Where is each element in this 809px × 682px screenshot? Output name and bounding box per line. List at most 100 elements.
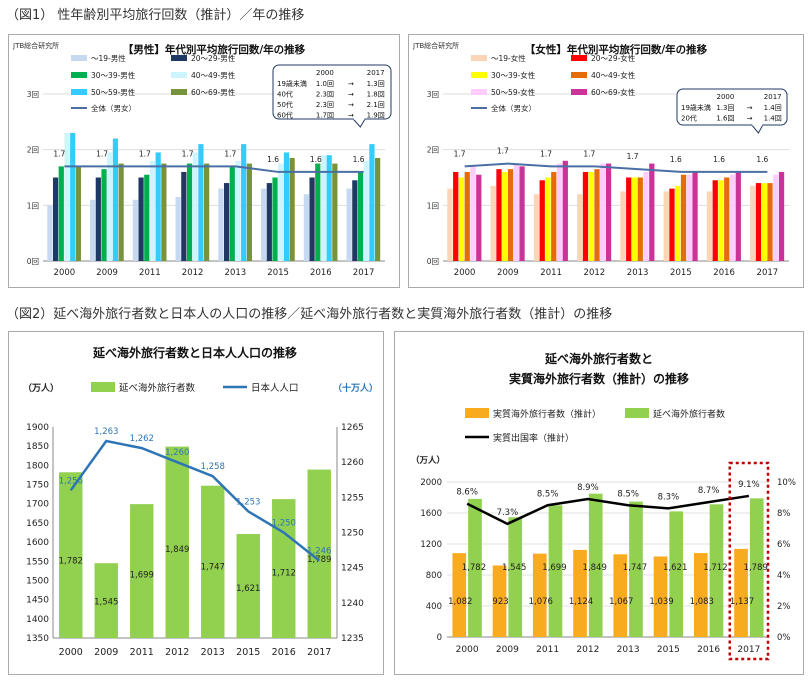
callout-cell: → [348, 80, 354, 88]
bar [64, 132, 70, 261]
bar [669, 188, 675, 261]
legend-label: 全体（男女） [91, 103, 136, 113]
callout-cell: 1.4回 [764, 115, 782, 123]
bar [562, 160, 568, 261]
line-data-label: 1.6 [310, 155, 322, 164]
source-label: JTB総合研究所 [412, 41, 459, 50]
x-tick-label: 2011 [540, 268, 562, 278]
bar [458, 177, 465, 261]
bar [112, 138, 119, 261]
x-tick-label: 2015 [236, 647, 260, 658]
bar-data-label: 1,545 [502, 563, 526, 573]
bar [749, 498, 764, 637]
bar [620, 191, 626, 261]
bar [52, 177, 59, 261]
x-tick-label: 2016 [713, 268, 735, 278]
bar [582, 171, 589, 261]
line-data-label: 9.1% [738, 480, 760, 490]
callout-header: 2000 [316, 69, 334, 77]
bar [675, 185, 681, 261]
bar [326, 155, 332, 261]
x-tick-label: 2011 [130, 647, 154, 658]
bar [95, 177, 101, 261]
legend-label: 延べ海外旅行者数 [119, 382, 196, 394]
y-tick-label-right: 10% [777, 478, 796, 488]
bar-data-label: 1,849 [583, 563, 607, 573]
bar [556, 163, 563, 261]
bar [363, 160, 369, 261]
line-data-label: 8.3% [658, 492, 680, 502]
y-tick-label-right: 6% [777, 540, 791, 550]
y-tick-label-left: 1600 [420, 509, 442, 519]
bar [186, 163, 193, 261]
bar [246, 163, 252, 261]
legend-label: 40～49-女性 [591, 70, 636, 80]
x-tick-label: 2016 [310, 268, 332, 278]
bar [508, 517, 523, 637]
travelers-population-panel: 延べ海外旅行者数と日本人人口の推移 （万人） （十万人） 延べ海外旅行者数 日本人人口 1… [8, 331, 384, 675]
bar [735, 171, 741, 261]
bar [588, 493, 603, 637]
callout-cell: → [348, 112, 354, 120]
callout-cell: → [747, 104, 753, 112]
legend-swatch [571, 89, 587, 95]
x-tick-label: 2012 [576, 645, 599, 655]
bar [278, 163, 284, 261]
bar [600, 163, 606, 261]
callout-cell: 1.3回 [367, 80, 385, 88]
bar [588, 171, 594, 261]
x-tick-label: 2015 [657, 645, 680, 655]
x-tick-label: 2012 [584, 268, 606, 278]
callout-header: 2000 [716, 93, 734, 101]
chart-title: 【女性】年代別平均旅行回数/年の推移 [525, 43, 708, 56]
callout-cell: → [348, 91, 354, 99]
bar [58, 166, 64, 261]
callout-cell: 1.4回 [764, 104, 782, 112]
bar-data-label: 1,124 [569, 597, 593, 607]
bar-data-label: 1,545 [94, 597, 118, 607]
x-tick-label: 2012 [182, 268, 204, 278]
x-tick-label: 2017 [353, 268, 375, 278]
callout-cell: → [747, 115, 753, 123]
callout-box [272, 64, 392, 120]
bar [309, 177, 315, 261]
legend-swatch [71, 55, 87, 61]
x-tick-label: 2000 [59, 647, 83, 658]
male-chart: JTB総合研究所 【男性】年代別平均旅行回数/年の推移 0回 1回 2回 3回 2000 20… [12, 41, 392, 278]
bar [653, 556, 668, 637]
x-tick-label: 2009 [94, 647, 118, 658]
legend-swatch [625, 408, 649, 418]
bar-data-label: 923 [492, 597, 508, 607]
bar [175, 196, 181, 261]
y-tick-label-left: 0 [437, 633, 442, 643]
bar-data-label: 1,083 [690, 597, 714, 607]
legend-swatch [571, 72, 587, 78]
bar [181, 171, 187, 261]
series-line [466, 494, 750, 526]
x-tick-label: 2011 [536, 645, 559, 655]
line-data-label: 1,256 [59, 476, 83, 486]
line-data-label: 1,258 [201, 462, 225, 472]
legend-label: ～19-女性 [491, 53, 526, 63]
x-tick-label: 2013 [617, 645, 640, 655]
line-data-label: 1.6 [713, 155, 725, 164]
legend-swatch [465, 408, 489, 418]
x-tick-label: 2000 [454, 268, 476, 278]
x-tick-label: 2009 [96, 268, 118, 278]
bar [144, 174, 150, 261]
bar-data-label: 1,137 [730, 597, 754, 607]
bar [750, 185, 756, 261]
y-tick-label-left: 1750 [26, 481, 49, 491]
bar [626, 177, 632, 261]
bar [303, 194, 309, 261]
y-tick-label-right: 8% [777, 509, 791, 519]
chart-title-line: 実質海外旅行者数（推計）の推移 [509, 371, 689, 386]
bar [101, 169, 107, 261]
y-tick-label-left: 1850 [26, 442, 49, 452]
line-data-label: 1,250 [272, 519, 296, 529]
bar [519, 166, 525, 261]
series-line [64, 165, 364, 173]
line-data-label: 8.5% [537, 489, 559, 499]
bar-data-label: 1,067 [609, 597, 633, 607]
bar [692, 171, 698, 261]
